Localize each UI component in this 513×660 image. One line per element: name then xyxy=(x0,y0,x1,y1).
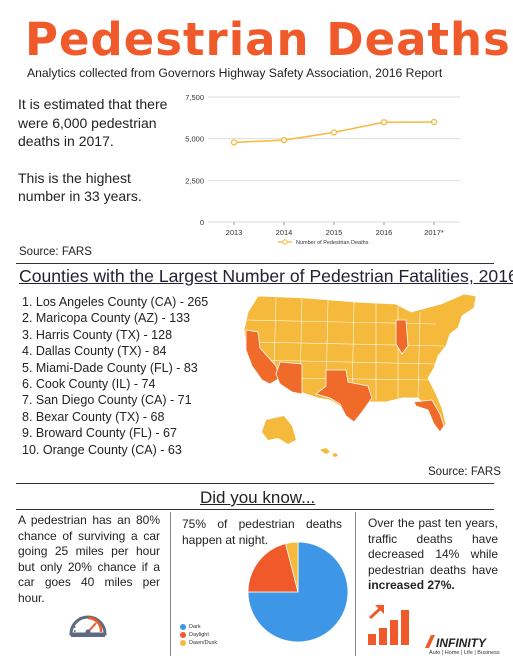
deaths-line-chart: 0 2,500 5,000 7,500 2013 2014 2015 2016 2017* Num… xyxy=(185,93,460,245)
did-you-know-title: Did you know... xyxy=(200,488,316,507)
legend-label: Dark xyxy=(189,624,201,630)
map-state-il xyxy=(395,319,409,355)
fact-trend: Over the past ten years, traffic deaths … xyxy=(368,516,498,594)
list-item: 8. Bexar County (TX) - 68 xyxy=(22,409,165,424)
fact-survival: A pedestrian has an 80% chance of surviv… xyxy=(18,513,160,605)
pie-slice-dawn-dusk xyxy=(285,541,299,593)
source-label: Source: FARS xyxy=(19,246,92,258)
map-state-hi xyxy=(320,448,338,457)
us-map xyxy=(243,293,477,457)
data-point xyxy=(380,119,388,126)
x-tick-label: 2015 xyxy=(326,228,343,237)
legend-item: Dark xyxy=(180,623,217,631)
list-item: 6. Cook County (IL) - 74 xyxy=(22,377,156,392)
list-item: 10. Orange County (CA) - 63 xyxy=(22,442,182,457)
page-subtitle: Analytics collected from Governors Highw… xyxy=(27,66,443,80)
y-tick-label: 0 xyxy=(200,218,204,227)
pie-legend: Dark Daylight Dawn/Dusk xyxy=(180,623,217,647)
time-of-day-pie-chart xyxy=(247,541,349,643)
divider xyxy=(16,263,494,264)
fact-trend-highlight: increased 27%. xyxy=(368,578,455,592)
data-point xyxy=(280,137,288,144)
brand-tagline: Auto | Home | Life | Business xyxy=(429,650,500,656)
legend-item: Dawn/Dusk xyxy=(180,639,217,647)
estimate-line-1: It is estimated that there were 6,000 pe… xyxy=(18,96,168,149)
y-tick-label: 2,500 xyxy=(185,176,204,185)
y-tick-label: 7,500 xyxy=(185,93,204,102)
list-item: 1. Los Angeles County (CA) - 265 xyxy=(22,295,209,309)
divider xyxy=(16,509,494,510)
pie-slice-dark xyxy=(247,541,349,643)
map-state-ak xyxy=(262,416,296,444)
list-item: 4. Dallas County (TX) - 84 xyxy=(22,344,167,359)
x-tick-label: 2016 xyxy=(376,228,393,237)
infinity-logo-icon xyxy=(425,635,435,648)
legend-marker xyxy=(282,239,288,245)
speedometer-icon xyxy=(69,615,107,637)
y-tick-label: 5,000 xyxy=(185,135,204,144)
legend-dot-dark xyxy=(180,624,186,630)
list-item: 3. Harris County (TX) - 128 xyxy=(22,327,173,342)
data-point xyxy=(230,139,238,146)
fact-trend-text: Over the past ten years, traffic deaths … xyxy=(368,516,498,577)
list-item: 7. San Diego County (CA) - 71 xyxy=(22,393,192,408)
column-divider xyxy=(170,512,171,656)
map-state-ca xyxy=(245,329,281,385)
source-label: Source: FARS xyxy=(428,466,501,478)
map-state-tx xyxy=(315,369,373,423)
brand-name: INFINITY xyxy=(436,636,486,650)
counties-title: Counties with the Largest Number of Pede… xyxy=(19,266,513,286)
fact-night: 75% of pedestrian deaths happen at night… xyxy=(182,517,342,547)
list-item: 9. Broward County (FL) - 67 xyxy=(22,426,177,441)
column-divider xyxy=(355,512,356,656)
page-title: Pedestrian Deaths xyxy=(25,13,511,66)
legend-item: Daylight xyxy=(180,631,217,639)
pie-slice-daylight xyxy=(247,543,299,593)
legend-label: Dawn/Dusk xyxy=(189,640,218,646)
map-state-az xyxy=(275,361,303,395)
legend-dot-dawn-dusk xyxy=(180,640,186,646)
growth-chart-icon xyxy=(368,605,409,645)
list-item: 2. Maricopa County (AZ) - 133 xyxy=(22,311,191,326)
county-list: 1. Los Angeles County (CA) - 265 2. Mari… xyxy=(22,294,208,458)
list-item: 5. Miami-Dade County (FL) - 83 xyxy=(22,360,198,375)
data-point xyxy=(430,118,438,126)
legend-label: Daylight xyxy=(189,632,209,638)
estimate-line-2: This is the highest number in 33 years. xyxy=(18,169,142,205)
legend-label: Number of Pedestrian Deaths xyxy=(296,240,369,245)
map-state-fl xyxy=(413,399,445,433)
divider xyxy=(16,483,494,484)
x-tick-label: 2013 xyxy=(226,228,243,237)
x-tick-label: 2017* xyxy=(424,228,444,237)
x-tick-label: 2014 xyxy=(276,228,293,237)
estimate-text: It is estimated that there were 6,000 pe… xyxy=(18,95,168,224)
data-point xyxy=(330,129,338,136)
legend-dot-daylight xyxy=(180,632,186,638)
